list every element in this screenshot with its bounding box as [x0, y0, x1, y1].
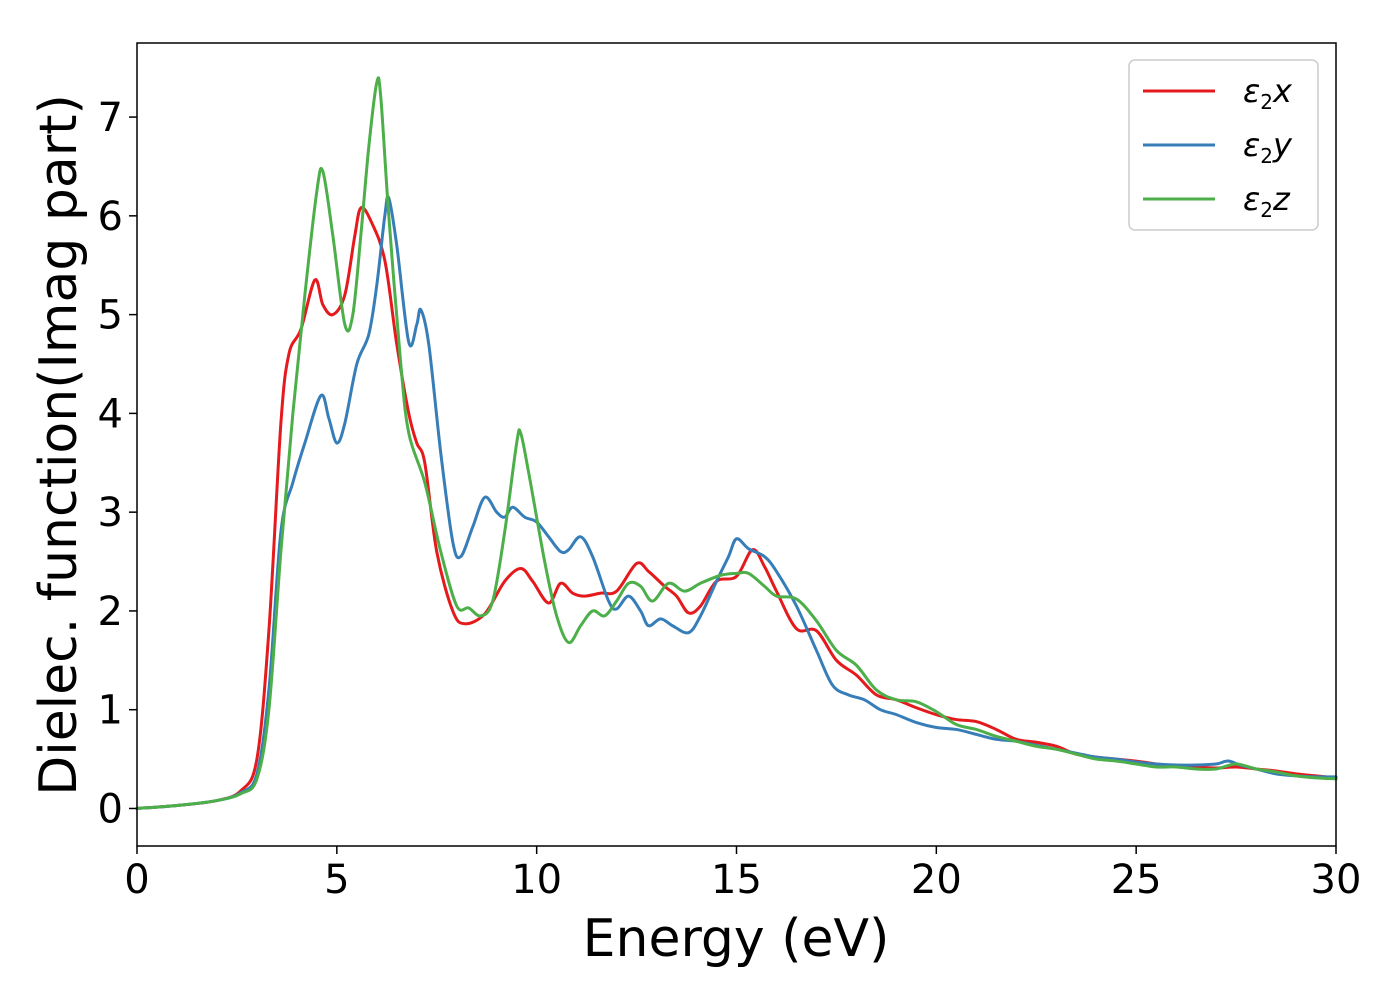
y-tick-label: 6 [98, 194, 123, 240]
x-tick-label: 15 [711, 857, 762, 903]
x-tick-label: 0 [124, 857, 149, 903]
legend-label-z: ε2z [1243, 180, 1291, 222]
series-line-z [135, 76, 1338, 810]
y-tick-label: 0 [98, 786, 123, 832]
legend-box [1128, 59, 1319, 231]
legend: ε2x ε2y ε2z [1128, 59, 1319, 231]
legend-label-y: ε2y [1243, 126, 1293, 168]
x-tick-label: 10 [511, 857, 562, 903]
legend-label-x: ε2x [1243, 72, 1293, 114]
y-tick-label: 1 [98, 688, 123, 734]
y-tick-label: 5 [98, 293, 123, 339]
series-lines [135, 76, 1338, 810]
y-tick-label: 4 [98, 391, 123, 437]
x-tick-label: 5 [324, 857, 349, 903]
y-tick-label: 3 [98, 490, 123, 536]
y-axis-title: Dielec. function(Imag part) [29, 94, 89, 796]
y-tick-label: 7 [98, 95, 123, 141]
x-tick-label: 20 [911, 857, 962, 903]
x-tick-label: 30 [1311, 857, 1362, 903]
axis-ticks: 0 5 10 15 20 25 30 0 1 2 3 4 5 6 7 [98, 95, 1362, 903]
y-tick-label: 2 [98, 589, 123, 635]
x-tick-label: 25 [1111, 857, 1162, 903]
x-axis-title: Energy (eV) [583, 909, 890, 969]
